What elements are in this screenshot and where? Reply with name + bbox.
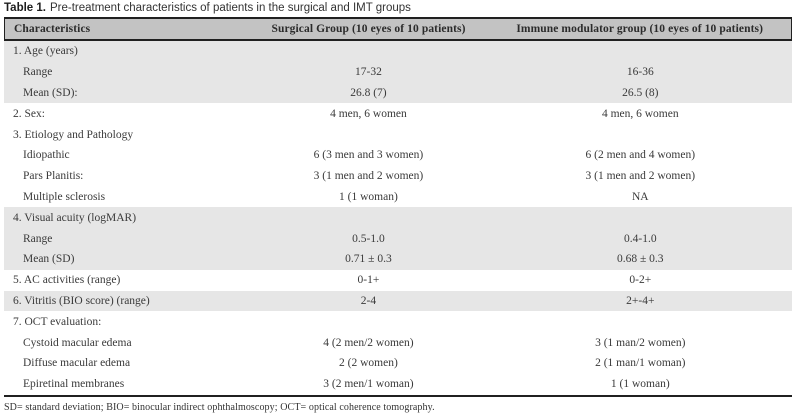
row-label: Mean (SD) <box>23 253 75 266</box>
table-figure: Table 1. Pre-treatment characteristics of… <box>4 0 792 413</box>
immune-modulator-group-value: 1 (1 woman) <box>610 378 670 391</box>
immune-modulator-group-value: 16-36 <box>626 66 654 79</box>
row-label: 4. Visual acuity (logMAR) <box>13 211 137 224</box>
surgical-group-value: 17-32 <box>355 66 382 79</box>
immune-modulator-group-value: 2+-4+ <box>626 294 655 307</box>
table-row: Diffuse macular edema 2 (2 women) 2 (1 man… <box>4 352 792 374</box>
row-label: Pars Planitis: <box>23 170 84 183</box>
row-label: 5. AC activities (range) <box>13 274 121 287</box>
surgical-group-value: 2-4 <box>360 294 377 307</box>
row-label: Cystoid macular edema <box>23 336 132 349</box>
table-row: Range 0.5-1.0 0.4-1.0 <box>4 228 792 249</box>
immune-modulator-group-value: 3 (1 man/2 women) <box>595 336 686 349</box>
table-row: 4. Visual acuity (logMAR) <box>4 207 792 229</box>
surgical-group-value: 3 (1 men and 2 women) <box>313 170 424 183</box>
column-header-immune-modulator-group: Immune modulator group (10 eyes of 10 pa… <box>516 23 764 35</box>
table-row: Mean (SD): 26.8 (7) 26.5 (8) <box>4 82 792 104</box>
row-label: 3. Etiology and Pathology <box>13 128 134 141</box>
surgical-group-value: 6 (3 men and 3 women) <box>313 149 424 162</box>
immune-modulator-group-value: 4 men, 6 women <box>601 107 679 120</box>
immune-modulator-group-value: 2 (1 man/1 woman) <box>595 357 686 370</box>
immune-modulator-group-value: 6 (2 men and 4 women) <box>585 149 696 162</box>
immune-modulator-group-value: 0.68 ± 0.3 <box>617 253 664 266</box>
table-title: Table 1. Pre-treatment characteristics of… <box>4 0 792 17</box>
immune-modulator-group-value: NA <box>631 190 649 203</box>
row-label: 1. Age (years) <box>13 45 78 58</box>
table-header-row: Characteristics Surgical Group (10 eyes … <box>4 17 792 41</box>
row-label: Epiretinal membranes <box>23 378 125 391</box>
table-row: Cystoid macular edema 4 (2 men/2 women) 3 … <box>4 332 792 353</box>
table-row: Idiopathic 6 (3 men and 3 women) 6 (2 men … <box>4 144 792 166</box>
row-label: 7. OCT evaluation: <box>13 315 102 328</box>
table-footnote: SD= standard deviation; BIO= binocular i… <box>4 401 435 413</box>
surgical-group-value: 0-1+ <box>357 274 380 287</box>
surgical-group-value: 3 (2 men/1 woman) <box>323 378 414 391</box>
immune-modulator-group-value: 26.5 (8) <box>622 86 659 99</box>
surgical-group-value: 26.8 (7) <box>350 86 387 99</box>
table-row: Pars Planitis: 3 (1 men and 2 women) 3 (1 … <box>4 165 792 187</box>
surgical-group-value: 4 (2 men/2 women) <box>323 336 414 349</box>
table-body: 1. Age (years) Range 17-32 16-36 Mean (SD): 2… <box>4 41 792 397</box>
table-row: Multiple sclerosis 1 (1 woman) NA <box>4 186 792 208</box>
table-row: 6. Vitritis (BIO score) (range) 2-4 2+-4+ <box>4 290 792 312</box>
row-label: 2. Sex: <box>13 107 45 120</box>
row-label: Multiple sclerosis <box>23 190 106 203</box>
table-row: 3. Etiology and Pathology <box>4 124 792 145</box>
surgical-group-value: 0.71 ± 0.3 <box>345 253 392 266</box>
column-header-surgical-group: Surgical Group (10 eyes of 10 patients) <box>271 23 466 35</box>
surgical-group-value: 2 (2 women) <box>339 357 398 370</box>
row-label: Idiopathic <box>23 149 70 162</box>
surgical-group-value: 1 (1 woman) <box>339 190 398 203</box>
immune-modulator-group-value: 0.4-1.0 <box>623 232 657 245</box>
table-row: 1. Age (years) <box>4 41 792 62</box>
table-title-text: Pre-treatment characteristics of patient… <box>49 2 411 14</box>
table-row: 5. AC activities (range) 0-1+ 0-2+ <box>4 269 792 291</box>
row-label: 6. Vitritis (BIO score) (range) <box>13 294 150 307</box>
table-row: 7. OCT evaluation: <box>4 311 792 333</box>
table-row: Epiretinal membranes 3 (2 men/1 woman) 1 (… <box>4 373 792 395</box>
table-row: Mean (SD) 0.71 ± 0.3 0.68 ± 0.3 <box>4 248 792 270</box>
row-label: Mean (SD): <box>23 86 78 99</box>
surgical-group-value: 0.5-1.0 <box>352 232 385 245</box>
immune-modulator-group-value: 3 (1 men and 2 women) <box>585 170 696 183</box>
column-header-characteristics: Characteristics <box>14 23 91 35</box>
row-label: Range <box>23 232 53 245</box>
table-row: Range 17-32 16-36 <box>4 61 792 83</box>
surgical-group-value: 4 men, 6 women <box>330 107 407 120</box>
table-title-prefix: Table 1. <box>4 2 46 14</box>
row-label: Diffuse macular edema <box>23 357 131 370</box>
immune-modulator-group-value: 0-2+ <box>629 274 652 287</box>
row-label: Range <box>23 66 53 79</box>
table-row: 2. Sex: 4 men, 6 women 4 men, 6 women <box>4 103 792 125</box>
